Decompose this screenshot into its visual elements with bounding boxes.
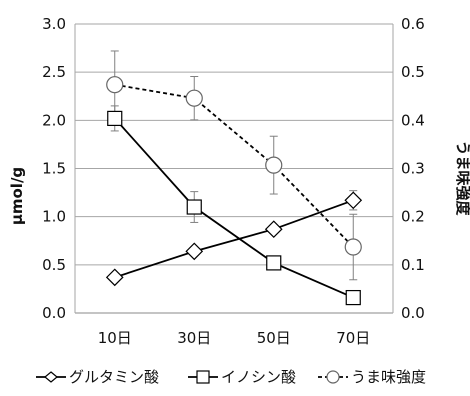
data-point (345, 289, 361, 306)
y-tick-label: 0.0 (42, 304, 66, 322)
data-point (185, 242, 204, 261)
grid (74, 23, 394, 314)
data-point (265, 156, 283, 174)
series-3 (106, 50, 362, 281)
y2-axis-title: うま味強度 (454, 140, 470, 216)
data-point (185, 89, 203, 107)
series-line (114, 83, 354, 248)
y2-axis-ticks: 0.0 0.1 0.2 0.3 0.4 0.5 0.6 (401, 15, 425, 322)
y-axis-title: μmol/g (8, 167, 26, 225)
x-tick-label: 30日 (177, 329, 211, 347)
legend-item: グルタミン酸 (36, 368, 159, 386)
x-tick-label: 70日 (336, 329, 370, 347)
y-tick-label: 2.0 (42, 111, 66, 129)
legend-label: グルタミン酸 (69, 368, 159, 386)
series-2 (107, 105, 361, 306)
series-line (114, 117, 354, 299)
y-axis-ticks: 0.0 0.5 1.0 1.5 2.0 2.5 3.0 (42, 15, 66, 322)
data-point (264, 220, 283, 239)
y2-tick-label: 0.0 (401, 304, 425, 322)
y2-tick-label: 0.3 (401, 160, 425, 178)
data-point (105, 268, 124, 287)
y-tick-label: 1.0 (42, 208, 66, 226)
x-tick-label: 10日 (98, 329, 132, 347)
legend-label: うま味強度 (351, 368, 426, 386)
y-tick-label: 3.0 (42, 15, 66, 33)
legend-label: イノシン酸 (221, 368, 296, 386)
y2-tick-label: 0.1 (401, 256, 425, 274)
data-point (344, 191, 363, 210)
y-tick-label: 2.5 (42, 63, 66, 81)
data-point (106, 76, 124, 94)
x-tick-label: 50日 (257, 329, 291, 347)
y-tick-label: 0.5 (42, 256, 66, 274)
x-axis-ticks: 10日 30日 50日 70日 (98, 329, 371, 347)
series-1 (105, 190, 363, 287)
y2-tick-label: 0.5 (401, 63, 425, 81)
series-layer (105, 50, 363, 306)
legend: グルタミン酸 イノシン酸 うま味強度 (36, 368, 426, 386)
legend-item: イノシン酸 (188, 368, 296, 386)
legend-item: うま味強度 (318, 368, 426, 386)
legend-marker (326, 370, 340, 384)
y2-tick-label: 0.2 (401, 208, 425, 226)
legend-marker (44, 371, 58, 383)
y2-tick-label: 0.4 (401, 111, 425, 129)
series-line (114, 199, 354, 279)
y-tick-label: 1.5 (42, 160, 66, 178)
data-point (344, 238, 362, 256)
data-point (107, 110, 123, 127)
data-point (186, 199, 202, 215)
y2-tick-label: 0.6 (401, 15, 425, 33)
data-point (266, 255, 282, 271)
legend-marker (196, 370, 210, 384)
